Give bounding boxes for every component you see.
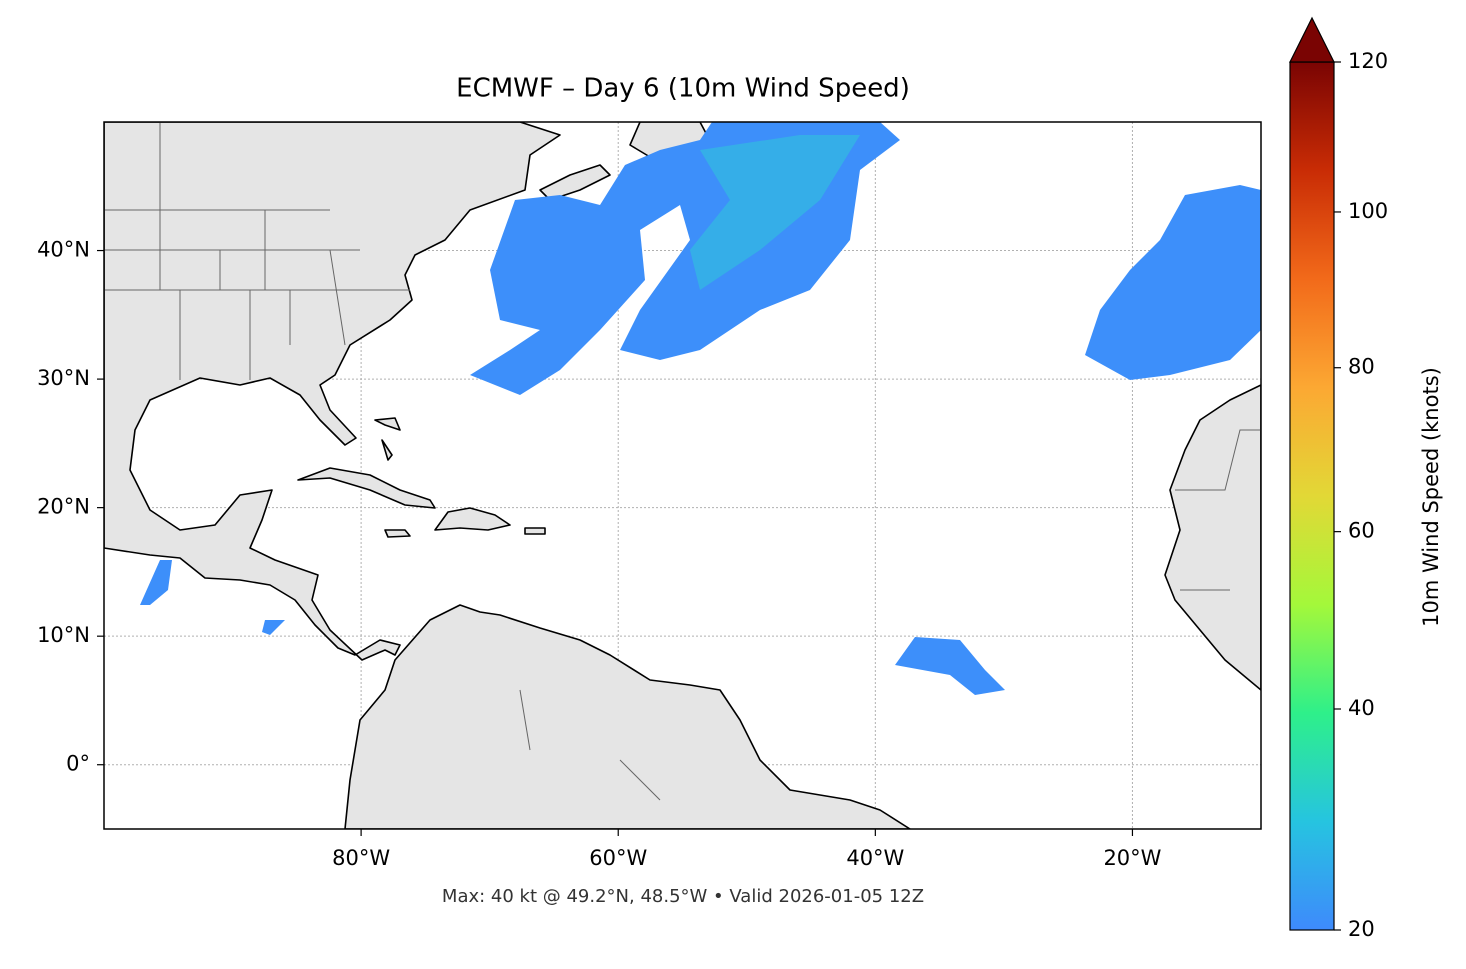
colorbar: 20 40 60 80 100 120 — [1289, 16, 1388, 941]
south-america — [344, 604, 911, 829]
jamaica — [384, 529, 411, 538]
bahamas — [374, 417, 401, 461]
wind-field-east — [1085, 185, 1261, 380]
colorbar-extend — [1289, 16, 1335, 63]
colorbar-tick-label: 120 — [1348, 49, 1388, 73]
map-frame — [103, 121, 1262, 830]
wind-field-pacific — [140, 560, 285, 635]
nova-scotia — [539, 164, 611, 201]
hispaniola — [434, 507, 511, 531]
y-tick-label: 0° — [66, 752, 90, 776]
x-tick-label: 60°W — [589, 846, 647, 870]
y-tick-label: 10°N — [37, 623, 90, 647]
colorbar-tick-label: 80 — [1348, 355, 1375, 379]
colorbar-label: 10m Wind Speed (knots) — [1419, 367, 1443, 627]
x-tick-label: 80°W — [332, 846, 390, 870]
wind-field-strong — [690, 135, 860, 290]
cuba — [297, 467, 436, 509]
north-america — [104, 122, 561, 661]
x-tick-label: 40°W — [846, 846, 904, 870]
state-borders — [104, 122, 1261, 801]
footer-note: Max: 40 kt @ 49.2°N, 48.5°W • Valid 2026… — [442, 886, 924, 907]
map-title: ECMWF – Day 6 (10m Wind Speed) — [456, 74, 910, 104]
y-tick-label: 20°N — [37, 495, 90, 519]
puerto-rico — [524, 527, 546, 535]
y-tick-label: 40°N — [37, 238, 90, 262]
colorbar-tick-label: 20 — [1348, 917, 1375, 941]
x-tick-label: 20°W — [1103, 846, 1161, 870]
basemap — [104, 122, 1261, 829]
africa — [1164, 384, 1261, 691]
colorbar-tick-label: 40 — [1348, 696, 1375, 720]
y-tick-label: 30°N — [37, 366, 90, 390]
colorbar-tick-label: 60 — [1348, 519, 1375, 543]
colorbar-tick-label: 100 — [1348, 199, 1388, 223]
wind-field-itcz — [895, 637, 1005, 695]
colorbar-ramp — [1289, 61, 1335, 931]
